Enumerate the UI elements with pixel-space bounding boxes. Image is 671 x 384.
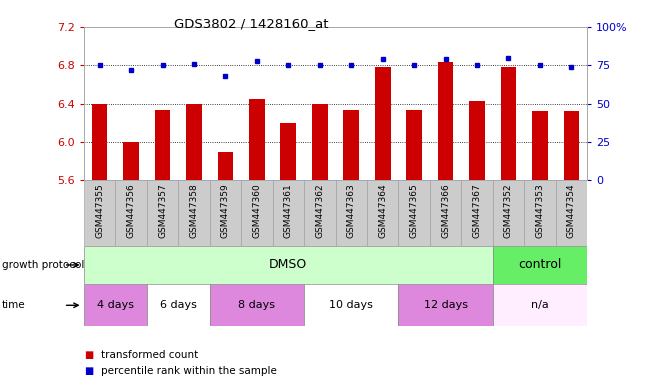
Text: GSM447364: GSM447364 [378, 184, 387, 238]
Text: 8 days: 8 days [238, 300, 275, 310]
Bar [493, 180, 524, 246]
Bar [147, 180, 178, 246]
Text: GSM447355: GSM447355 [95, 184, 104, 238]
Text: GSM447354: GSM447354 [567, 184, 576, 238]
Bar [469, 101, 485, 180]
Bar [375, 67, 391, 180]
Bar [241, 180, 272, 246]
Bar [399, 284, 493, 326]
Text: control: control [518, 258, 562, 271]
Bar [399, 180, 430, 246]
Text: transformed count: transformed count [101, 350, 198, 360]
Bar [312, 104, 327, 180]
Bar [84, 180, 115, 246]
Text: GSM447358: GSM447358 [189, 184, 199, 238]
Text: DMSO: DMSO [269, 258, 307, 271]
Bar [493, 246, 587, 284]
Bar [304, 284, 399, 326]
Text: GSM447366: GSM447366 [441, 184, 450, 238]
Bar [304, 180, 336, 246]
Bar [406, 111, 422, 180]
Text: GSM447365: GSM447365 [409, 184, 419, 238]
Bar [249, 99, 265, 180]
Bar [84, 246, 493, 284]
Text: n/a: n/a [531, 300, 549, 310]
Bar [123, 142, 139, 180]
Text: GDS3802 / 1428160_at: GDS3802 / 1428160_at [174, 17, 329, 30]
Bar [186, 104, 202, 180]
Bar [336, 180, 367, 246]
Text: GSM447367: GSM447367 [472, 184, 482, 238]
Text: GSM447359: GSM447359 [221, 184, 230, 238]
Text: GSM447362: GSM447362 [315, 184, 324, 238]
Text: GSM447352: GSM447352 [504, 184, 513, 238]
Bar [84, 284, 147, 326]
Bar [217, 152, 234, 180]
Bar [209, 284, 304, 326]
Text: time: time [2, 300, 25, 310]
Bar [209, 180, 241, 246]
Bar [556, 180, 587, 246]
Text: 12 days: 12 days [423, 300, 468, 310]
Bar [532, 111, 548, 180]
Text: GSM447357: GSM447357 [158, 184, 167, 238]
Bar [115, 180, 147, 246]
Bar [430, 180, 462, 246]
Bar [367, 180, 399, 246]
Text: 10 days: 10 days [329, 300, 373, 310]
Bar [344, 111, 359, 180]
Bar [178, 180, 209, 246]
Bar [501, 67, 517, 180]
Bar [272, 180, 304, 246]
Bar [147, 284, 209, 326]
Text: GSM447353: GSM447353 [535, 184, 544, 238]
Bar [462, 180, 493, 246]
Text: 4 days: 4 days [97, 300, 134, 310]
Bar [437, 63, 454, 180]
Text: ■: ■ [84, 366, 93, 376]
Text: GSM447363: GSM447363 [347, 184, 356, 238]
Bar [280, 123, 296, 180]
Bar [564, 111, 579, 180]
Bar [154, 111, 170, 180]
Text: growth protocol: growth protocol [2, 260, 85, 270]
Text: ■: ■ [84, 350, 93, 360]
Text: GSM447361: GSM447361 [284, 184, 293, 238]
Text: percentile rank within the sample: percentile rank within the sample [101, 366, 276, 376]
Bar [92, 104, 107, 180]
Text: GSM447356: GSM447356 [127, 184, 136, 238]
Bar [524, 180, 556, 246]
Text: GSM447360: GSM447360 [252, 184, 262, 238]
Bar [493, 284, 587, 326]
Text: 6 days: 6 days [160, 300, 197, 310]
